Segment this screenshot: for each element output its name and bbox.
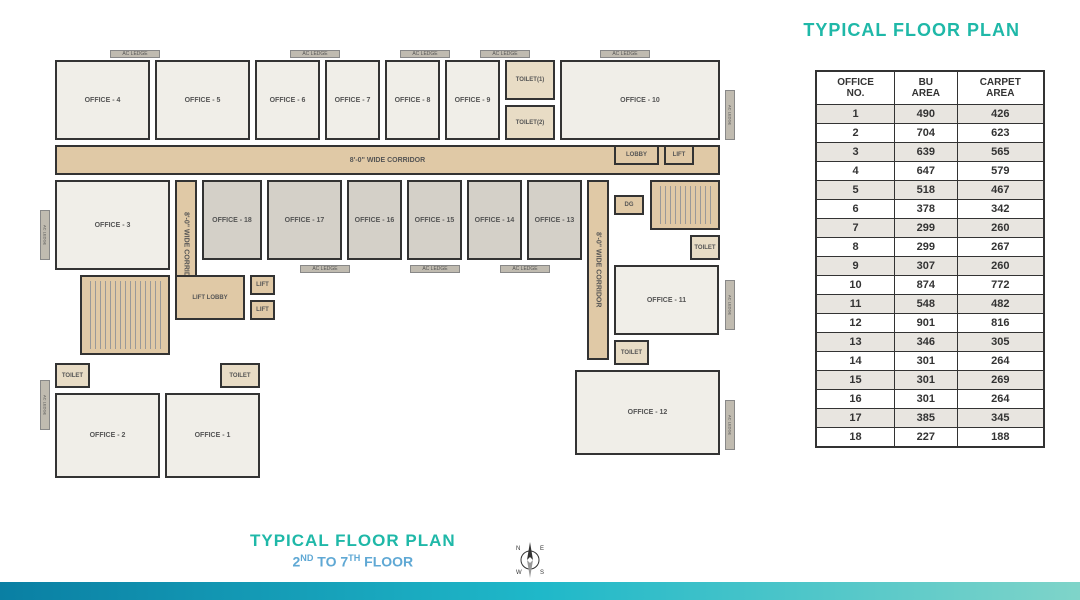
table-header: OFFICENO. xyxy=(817,72,895,105)
ledge-b2: AC LEDGE xyxy=(410,265,460,273)
toilet-12: TOILET xyxy=(614,340,649,365)
office-7: OFFICE - 7 xyxy=(325,60,380,140)
lobby: LOBBY xyxy=(614,145,659,165)
office-6: OFFICE - 6 xyxy=(255,60,320,140)
ledge-b1: AC LEDGE xyxy=(300,265,350,273)
toilet-top2: TOILET(2) xyxy=(505,105,555,140)
office-18: OFFICE - 18 xyxy=(202,180,262,260)
office-5: OFFICE - 5 xyxy=(155,60,250,140)
ledge-r2: AC LEDGE xyxy=(725,280,735,330)
svg-text:E: E xyxy=(540,546,544,552)
lift-1: LIFT xyxy=(250,275,275,295)
lift-2: LIFT xyxy=(250,300,275,320)
table-row: 3639565 xyxy=(817,143,1044,162)
office-3: OFFICE - 3 xyxy=(55,180,170,270)
table-row: 1490426 xyxy=(817,105,1044,124)
footer-bar xyxy=(0,582,1080,600)
svg-text:N: N xyxy=(516,546,520,552)
table-row: 17385345 xyxy=(817,409,1044,428)
toilet-11: TOILET xyxy=(690,235,720,260)
ledge-t1: AC LEDGE xyxy=(110,50,160,58)
ledge-l2: AC LEDGE xyxy=(40,380,50,430)
ledge-t5: AC LEDGE xyxy=(600,50,650,58)
floor-plan: OFFICE - 4OFFICE - 5OFFICE - 6OFFICE - 7… xyxy=(40,50,770,530)
office-8: OFFICE - 8 xyxy=(385,60,440,140)
svg-text:S: S xyxy=(540,570,544,576)
table-row: 9307260 xyxy=(817,257,1044,276)
ledge-r1: AC LEDGE xyxy=(725,90,735,140)
table-header: BUAREA xyxy=(895,72,957,105)
table-row: 15301269 xyxy=(817,371,1044,390)
office-15: OFFICE - 15 xyxy=(407,180,462,260)
table-row: 2704623 xyxy=(817,124,1044,143)
plan-caption: TYPICAL FLOOR PLAN 2ND TO 7TH FLOOR xyxy=(250,531,456,570)
table-row: 18227188 xyxy=(817,428,1044,447)
toilet-left: TOILET xyxy=(55,363,90,388)
table-header: CARPETAREA xyxy=(957,72,1043,105)
stairs-right xyxy=(650,180,720,230)
ledge-l1: AC LEDGE xyxy=(40,210,50,260)
ledge-t3: AC LEDGE xyxy=(400,50,450,58)
office-4: OFFICE - 4 xyxy=(55,60,150,140)
corridor-right: 8'-0" WIDE CORRIDOR xyxy=(587,180,609,360)
office-2: OFFICE - 2 xyxy=(55,393,160,478)
svg-text:W: W xyxy=(516,570,522,576)
ledge-t2: AC LEDGE xyxy=(290,50,340,58)
office-11: OFFICE - 11 xyxy=(614,265,719,335)
dg: DG xyxy=(614,195,644,215)
table-row: 14301264 xyxy=(817,352,1044,371)
ledge-b3: AC LEDGE xyxy=(500,265,550,273)
office-1: OFFICE - 1 xyxy=(165,393,260,478)
ledge-t4: AC LEDGE xyxy=(480,50,530,58)
office-17: OFFICE - 17 xyxy=(267,180,342,260)
table-row: 16301264 xyxy=(817,390,1044,409)
caption-line1: TYPICAL FLOOR PLAN xyxy=(250,531,456,551)
table-row: 6378342 xyxy=(817,200,1044,219)
office-16: OFFICE - 16 xyxy=(347,180,402,260)
table-row: 5518467 xyxy=(817,181,1044,200)
toilet-o1: TOILET xyxy=(220,363,260,388)
ledge-r3: AC LEDGE xyxy=(725,400,735,450)
table-row: 7299260 xyxy=(817,219,1044,238)
lift-lobby: LIFT LOBBY xyxy=(175,275,245,320)
table-row: 11548482 xyxy=(817,295,1044,314)
office-14: OFFICE - 14 xyxy=(467,180,522,260)
compass-icon: E W S N xyxy=(510,540,550,580)
stairs-left xyxy=(80,275,170,355)
office-12: OFFICE - 12 xyxy=(575,370,720,455)
lift-r: LIFT xyxy=(664,145,694,165)
office-10: OFFICE - 10 xyxy=(560,60,720,140)
area-table: OFFICENO.BUAREACARPETAREA 14904262704623… xyxy=(815,70,1045,448)
caption-line2: 2ND TO 7TH FLOOR xyxy=(250,553,456,570)
table-row: 10874772 xyxy=(817,276,1044,295)
toilet-top: TOILET(1) xyxy=(505,60,555,100)
office-9: OFFICE - 9 xyxy=(445,60,500,140)
table-row: 12901816 xyxy=(817,314,1044,333)
table-row: 13346305 xyxy=(817,333,1044,352)
table-row: 8299267 xyxy=(817,238,1044,257)
office-13: OFFICE - 13 xyxy=(527,180,582,260)
table-row: 4647579 xyxy=(817,162,1044,181)
page-title: TYPICAL FLOOR PLAN xyxy=(803,20,1020,41)
